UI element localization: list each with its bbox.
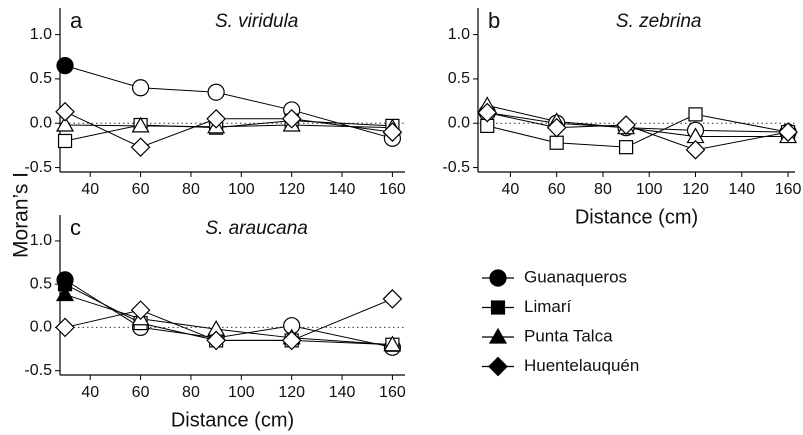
marker — [616, 115, 636, 135]
x-tick-label: 80 — [182, 384, 200, 401]
marker — [55, 101, 75, 122]
legend-marker — [488, 327, 508, 344]
marker — [618, 140, 634, 155]
marker — [477, 102, 498, 123]
x-tick-label: 140 — [728, 181, 755, 198]
x-tick-label: 120 — [278, 181, 305, 198]
x-tick-label: 40 — [81, 181, 99, 198]
marker — [778, 122, 798, 142]
x-tick-label: 60 — [132, 181, 150, 198]
legend-label: Huentelauquén — [524, 356, 639, 375]
marker — [56, 57, 74, 75]
marker — [382, 122, 403, 142]
y-tick-label: 1.0 — [30, 26, 52, 43]
x-tick-label: 80 — [182, 181, 200, 198]
series-line — [64, 279, 393, 348]
y-tick-label: 1.0 — [30, 232, 52, 249]
marker — [382, 289, 403, 309]
y-tick-label: 1.0 — [448, 26, 470, 43]
y-tick-label: 0.5 — [448, 70, 470, 87]
marker — [56, 115, 75, 132]
x-tick-label: 40 — [501, 181, 519, 198]
x-axis-label: Distance (cm) — [575, 206, 698, 228]
marker — [207, 83, 225, 101]
legend-label: Guanaqueros — [524, 267, 627, 286]
y-tick-label: 0.0 — [30, 319, 52, 336]
y-tick-label: 0.0 — [30, 114, 52, 131]
marker — [549, 135, 564, 150]
x-tick-label: 60 — [548, 181, 566, 198]
x-axis-label: Distance (cm) — [171, 409, 294, 431]
x-tick-label: 100 — [228, 384, 255, 401]
y-tick-label: 0.5 — [30, 275, 52, 292]
legend-marker — [490, 300, 506, 315]
marker — [546, 117, 567, 138]
panel-letter: b — [488, 8, 500, 33]
legend-label: Limarí — [524, 297, 572, 316]
legend-marker — [489, 269, 507, 287]
panel-letter: a — [70, 8, 83, 33]
marker — [206, 108, 226, 129]
x-tick-label: 160 — [379, 181, 406, 198]
legend-marker — [488, 356, 508, 377]
marker — [685, 139, 706, 160]
series-line — [64, 65, 393, 139]
x-tick-label: 120 — [278, 384, 305, 401]
series-line — [64, 111, 393, 148]
x-tick-label: 140 — [329, 384, 356, 401]
y-axis-label: Moran’s I — [10, 172, 33, 258]
series-line — [487, 105, 789, 138]
marker — [55, 317, 75, 338]
panel-letter: c — [70, 215, 81, 240]
x-tick-label: 140 — [329, 181, 356, 198]
marker — [383, 335, 402, 352]
marker — [131, 79, 150, 97]
x-tick-label: 100 — [228, 181, 255, 198]
marker — [281, 108, 302, 129]
marker — [130, 300, 151, 320]
marker — [688, 107, 703, 122]
marker — [57, 133, 73, 149]
y-tick-label: -0.5 — [24, 362, 52, 379]
y-tick-label: -0.5 — [442, 159, 470, 176]
x-tick-label: 100 — [636, 181, 663, 198]
panel-title: S. zebrina — [616, 11, 702, 32]
marker — [130, 137, 151, 158]
x-tick-label: 160 — [379, 384, 406, 401]
x-tick-label: 60 — [132, 384, 150, 401]
panel-title: S. viridula — [215, 11, 298, 32]
legend-label: Punta Talca — [524, 326, 613, 345]
y-tick-label: 0.5 — [30, 70, 52, 87]
marker — [206, 330, 226, 351]
marker — [131, 116, 150, 133]
series-line — [64, 298, 393, 341]
y-tick-label: -0.5 — [24, 159, 52, 176]
x-tick-label: 40 — [81, 384, 99, 401]
y-tick-label: 0.0 — [448, 114, 470, 131]
x-tick-label: 120 — [682, 181, 709, 198]
x-tick-label: 160 — [775, 181, 802, 198]
marker — [281, 330, 302, 351]
x-tick-label: 80 — [594, 181, 612, 198]
marker — [56, 285, 75, 302]
panel-title: S. araucana — [205, 218, 307, 239]
